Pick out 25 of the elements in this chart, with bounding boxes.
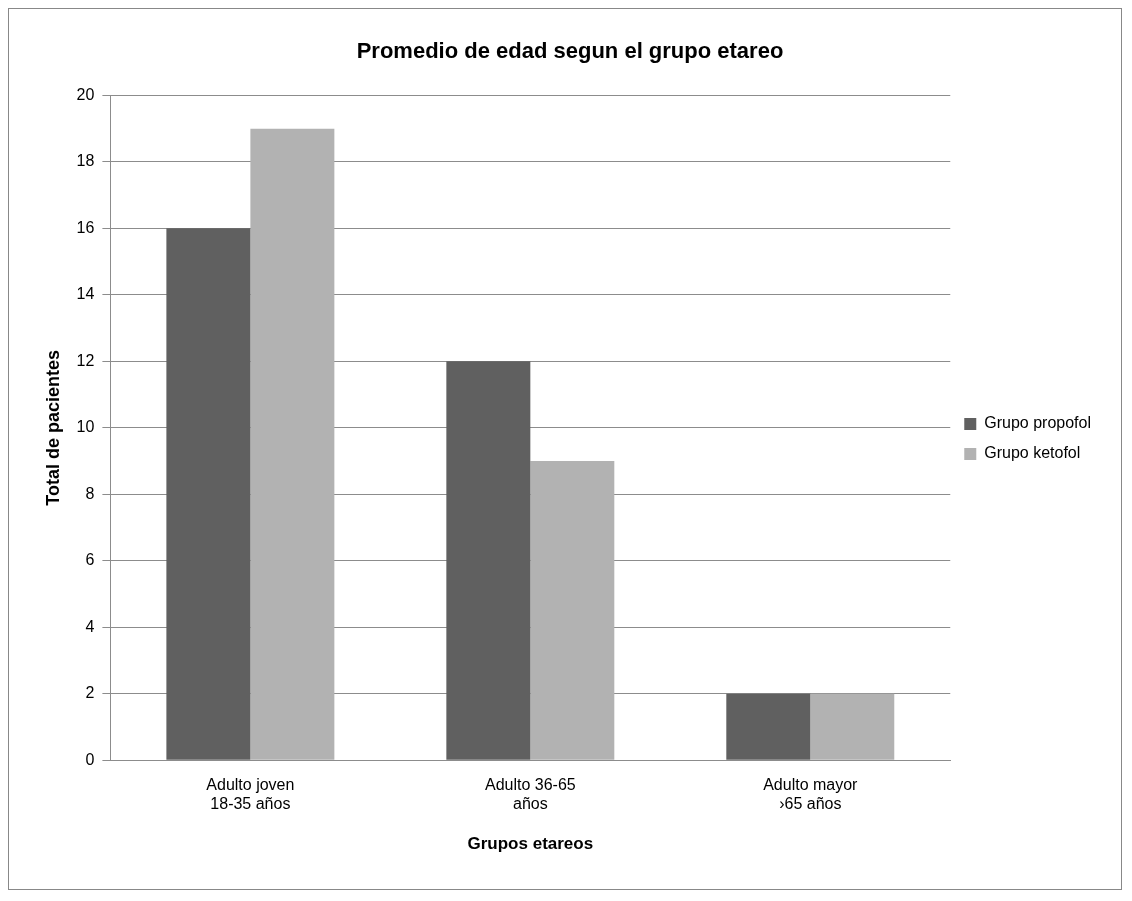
y-tick-label: 12 — [76, 351, 95, 369]
x-tick-label: Adulto mayor ›65 años — [763, 776, 859, 813]
bar — [166, 228, 251, 760]
y-tick-label: 4 — [85, 617, 95, 635]
y-tick-label: 6 — [85, 551, 95, 569]
y-tick-label: 2 — [85, 684, 95, 702]
chart-title: Promedio de edad segun el grupo etareo — [356, 38, 784, 64]
x-axis-title: Grupos etareos — [467, 834, 594, 854]
legend-label: Grupo ketofol — [984, 444, 1081, 462]
bar — [446, 361, 531, 760]
bar — [250, 128, 335, 760]
legend-label: Grupo propofol — [984, 414, 1091, 432]
y-tick-label: 14 — [76, 285, 95, 303]
bar — [726, 693, 811, 760]
bar — [810, 693, 895, 760]
y-tick-label: 18 — [76, 152, 95, 170]
bar — [530, 461, 615, 760]
y-tick-label: 10 — [76, 418, 95, 436]
y-tick-label: 20 — [76, 85, 95, 103]
x-tick-label: Adulto 36-65 años — [484, 776, 576, 813]
y-tick-label: 8 — [85, 484, 95, 502]
y-tick-label: 16 — [76, 218, 95, 236]
y-tick-label: 0 — [85, 750, 95, 768]
x-tick-label: Adulto joven 18-35 años — [206, 776, 295, 813]
y-axis-title: Total de pacientes — [42, 349, 63, 506]
